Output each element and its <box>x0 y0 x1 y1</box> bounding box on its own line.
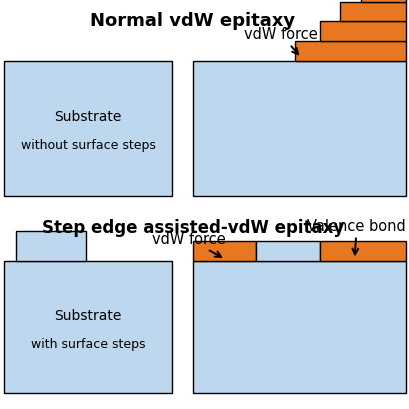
Bar <box>4 61 172 196</box>
Bar <box>319 241 405 262</box>
Text: Normal vdW epitaxy: Normal vdW epitaxy <box>90 12 294 30</box>
Bar <box>16 231 86 262</box>
Bar <box>4 262 172 393</box>
Text: Valence bond: Valence bond <box>307 218 405 255</box>
Text: vdW force: vdW force <box>243 27 317 55</box>
Text: vdW force: vdW force <box>151 232 225 257</box>
Text: without surface steps: without surface steps <box>21 139 155 152</box>
Text: Substrate: Substrate <box>54 308 121 322</box>
Text: with surface steps: with surface steps <box>31 337 145 350</box>
Bar <box>319 22 405 42</box>
Bar <box>192 262 405 393</box>
Text: Step edge assisted-vdW epitaxy: Step edge assisted-vdW epitaxy <box>41 219 343 237</box>
Bar <box>339 3 405 22</box>
Bar <box>192 61 405 196</box>
Bar <box>360 0 405 3</box>
Bar <box>256 241 319 262</box>
Bar <box>294 42 405 61</box>
Text: Substrate: Substrate <box>54 110 121 124</box>
Bar <box>192 241 256 262</box>
